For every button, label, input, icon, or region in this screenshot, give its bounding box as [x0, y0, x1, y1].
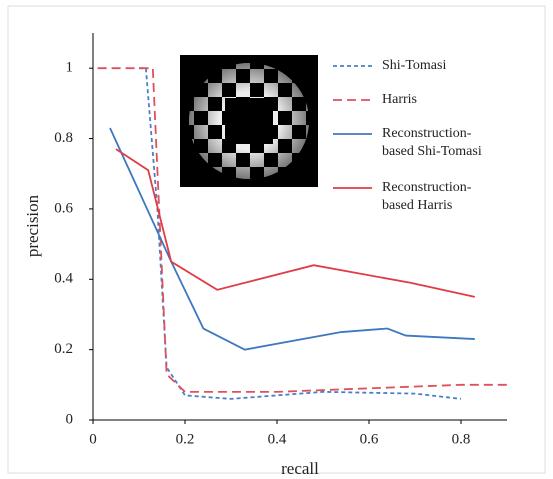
series-line — [139, 67, 462, 400]
x-tick-label: 0.8 — [452, 431, 471, 447]
y-axis-label: precision — [23, 194, 42, 257]
series-line — [109, 127, 475, 351]
x-axis-label: recall — [281, 459, 319, 478]
y-tick-label: 0.4 — [54, 271, 73, 287]
frame — [7, 5, 546, 474]
legend-label: Shi-Tomasi — [382, 58, 447, 73]
y-tick-label: 0.8 — [54, 130, 73, 146]
x-tick-label: 0 — [89, 431, 97, 447]
legend-label: Reconstruction-based Shi-Tomasi — [382, 126, 482, 159]
legend-label: Harris — [382, 92, 417, 107]
y-tick-label: 0.6 — [54, 200, 73, 216]
x-tick-label: 0.4 — [268, 431, 287, 447]
y-tick-label: 1 — [66, 60, 74, 76]
series-line — [115, 148, 475, 298]
x-tick-label: 0.6 — [360, 431, 379, 447]
y-tick-label: 0 — [66, 411, 74, 427]
x-tick-label: 0.2 — [176, 431, 195, 447]
y-tick-label: 0.2 — [54, 341, 73, 357]
legend-label: Reconstruction-based Harris — [382, 180, 472, 213]
inset-image — [180, 55, 318, 187]
series-line — [97, 67, 507, 393]
